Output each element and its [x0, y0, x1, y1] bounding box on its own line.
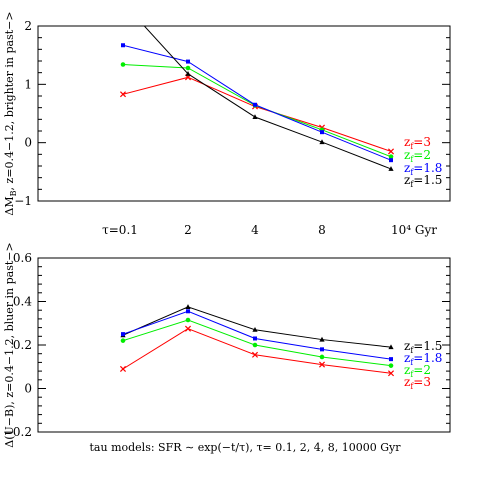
legend-z: z: [404, 161, 410, 175]
y-label-sub: B: [9, 190, 18, 196]
legend-sub: f: [410, 370, 414, 379]
legend-sub: f: [410, 358, 414, 367]
bottom-data-point: [252, 342, 258, 348]
bottom-data-point: [251, 351, 259, 358]
bottom-data-point: [388, 363, 394, 368]
bottom-data-point: [119, 365, 127, 372]
bottom-data-point: [121, 332, 125, 337]
legend-z: z: [404, 363, 410, 377]
bottom-y-tick-label: −0.2: [3, 425, 32, 439]
legend-z: z: [404, 173, 410, 187]
top-y-tick-label: 2: [24, 19, 32, 33]
top-data-point: [387, 148, 395, 155]
top-legend-entry: zf=2: [404, 148, 431, 164]
bottom-y-tick-label: 0.2: [13, 338, 32, 352]
y-label-part: , z=0.4−1.2, brighter in past−>: [3, 11, 16, 190]
bottom-legend-entry: zf=3: [404, 375, 431, 391]
bottom-data-point: [186, 309, 190, 314]
x-tick-label: 8: [318, 223, 326, 237]
legend-z: z: [404, 375, 410, 389]
legend-sub: f: [410, 155, 414, 164]
top-series-line-2: [122, 44, 392, 161]
top-data-point: [121, 43, 125, 48]
top-y-tick-label: −1: [14, 194, 32, 208]
legend-sub: f: [410, 168, 414, 177]
top-panel: −1 0 1 2 ΔMB, z=0.4−1.2, brighter in past−> z…: [3, 0, 451, 237]
bottom-plot-frame: [37, 257, 451, 433]
top-data-point: [253, 102, 257, 107]
top-y-axis-label: ΔMB, z=0.4−1.2, brighter in past−>: [3, 11, 18, 215]
legend-value: =2: [413, 148, 431, 162]
top-legend-entry: zf=1.5: [404, 173, 442, 189]
bottom-panel: −0.2 0 0.2 0.4 0.6Δ(U−B), z=0.4−1.2, bluer i…: [3, 242, 451, 454]
legend-z: z: [404, 135, 410, 149]
top-data-point: [119, 91, 127, 98]
bottom-data-point: [318, 361, 326, 368]
bottom-data-point: [184, 325, 192, 332]
legend-value: =3: [413, 375, 431, 389]
bottom-data-point: [387, 370, 395, 377]
legend-value: =1.8: [413, 351, 442, 365]
top-series-group: [119, 0, 395, 171]
legend-sub: f: [410, 346, 414, 355]
legend-value: =2: [413, 363, 431, 377]
y-label-part: ΔM: [3, 196, 16, 215]
legend-z: z: [404, 339, 410, 353]
x-axis-label: tau models: SFR ∼ exp(−t/τ), τ= 0.1, 2, …: [90, 441, 402, 454]
top-data-point: [320, 130, 324, 135]
bottom-data-point: [185, 317, 191, 323]
top-data-point: [252, 114, 258, 119]
bottom-y-axis-label: Δ(U−B), z=0.4−1.2, bluer in past−>: [3, 242, 16, 447]
bottom-legend-entry: zf=1.8: [404, 351, 442, 367]
x-tick-label: 4: [251, 223, 259, 237]
bottom-legend-entry: zf=2: [404, 363, 431, 379]
top-series-line-0: [122, 76, 392, 152]
x-tick-label: 10⁴ Gyr: [391, 223, 437, 237]
top-plot-frame: [37, 25, 451, 202]
bottom-y-tick-label: 0: [24, 382, 32, 396]
top-data-point: [120, 62, 126, 67]
legend-value: =1.5: [413, 339, 442, 353]
top-y-tick-label: 0: [24, 136, 32, 150]
x-tick-label: 2: [184, 223, 192, 237]
bottom-data-point: [319, 354, 325, 360]
legend-sub: f: [410, 142, 414, 151]
bottom-series-line-3: [122, 328, 392, 374]
bottom-y-tick-label: 0.6: [13, 251, 32, 265]
top-legend-entry: zf=1.8: [404, 161, 442, 177]
top-series-line-1: [122, 64, 392, 158]
bottom-data-point: [185, 304, 191, 309]
bottom-y-tick-label: 0.4: [13, 295, 32, 309]
top-legend-entry: zf=3: [404, 135, 431, 151]
legend-value: =1.8: [413, 161, 442, 175]
top-data-point: [388, 154, 394, 159]
legend-z: z: [404, 148, 410, 162]
bottom-legend-entry: zf=1.5: [404, 339, 442, 355]
bottom-data-point: [253, 336, 257, 341]
bottom-data-point: [389, 357, 393, 362]
bottom-data-point: [120, 338, 126, 343]
bottom-series-line-0: [122, 306, 392, 348]
legend-value: =3: [413, 135, 431, 149]
bottom-data-point: [319, 336, 325, 342]
bottom-series-group: [119, 304, 395, 377]
bottom-data-point: [388, 344, 394, 350]
top-data-point: [120, 0, 125, 5]
top-data-point: [185, 65, 191, 71]
legend-value: =1.5: [413, 173, 442, 187]
top-data-point: [388, 166, 394, 171]
top-data-point: [389, 158, 393, 163]
top-data-point: [185, 71, 191, 76]
bottom-data-point: [320, 347, 324, 352]
legend-sub: f: [410, 382, 414, 391]
bottom-data-point: [252, 326, 258, 332]
legend-sub: f: [410, 180, 414, 189]
top-y-tick-label: 1: [24, 77, 32, 91]
legend-z: z: [404, 351, 410, 365]
top-data-point: [186, 59, 190, 64]
x-tick-label: τ=0.1: [102, 223, 138, 237]
top-data-point: [319, 139, 325, 145]
